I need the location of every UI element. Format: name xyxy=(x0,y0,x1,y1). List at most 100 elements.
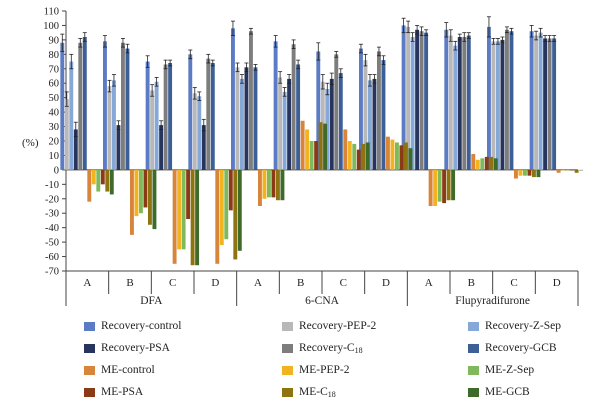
bar xyxy=(154,81,159,170)
bar xyxy=(496,41,500,170)
bar xyxy=(442,169,447,204)
bar xyxy=(219,169,224,245)
bar xyxy=(444,29,449,170)
bar xyxy=(145,61,150,170)
x-group-label: 6-CNA xyxy=(305,295,340,307)
y-tick-label: 0 xyxy=(54,165,59,176)
x-tick-label: B xyxy=(468,277,475,289)
bar xyxy=(406,26,411,170)
legend-label: Recovery-control xyxy=(101,320,182,332)
bar xyxy=(152,169,157,230)
bar xyxy=(287,78,292,170)
bar xyxy=(556,169,561,173)
legend-swatch xyxy=(84,387,95,397)
bar xyxy=(500,39,505,170)
x-tick-label: D xyxy=(553,277,561,289)
y-tick-label: 110 xyxy=(44,7,59,18)
bar xyxy=(404,142,408,170)
bar xyxy=(424,32,429,170)
y-tick-label: 10 xyxy=(49,151,60,162)
legend-swatch xyxy=(468,387,479,397)
bar xyxy=(139,169,143,214)
bar xyxy=(206,58,211,170)
legend-label: ME-PEP-2 xyxy=(299,364,350,376)
bar xyxy=(363,60,368,170)
bar xyxy=(509,31,514,170)
bar xyxy=(475,159,480,170)
legend-item: Recovery-GCB xyxy=(468,340,557,356)
bar xyxy=(428,169,433,206)
bar xyxy=(334,54,339,170)
legend-item: ME-Z-Sep xyxy=(468,362,534,378)
y-tick-label: 30 xyxy=(49,122,60,133)
bar xyxy=(361,143,366,170)
bar xyxy=(365,142,370,170)
bar xyxy=(523,169,527,176)
bar xyxy=(107,86,112,170)
legend-label: Recovery-C18 xyxy=(299,341,363,355)
bar xyxy=(130,169,134,235)
bar xyxy=(347,141,352,170)
bar xyxy=(386,136,390,170)
bar xyxy=(233,169,238,260)
bar xyxy=(359,48,363,170)
x-tick-label: B xyxy=(297,277,304,289)
bar xyxy=(100,169,105,185)
bar xyxy=(148,169,152,225)
y-tick-label: 50 xyxy=(49,93,60,104)
bar xyxy=(271,169,276,198)
bar xyxy=(574,169,579,173)
bar xyxy=(314,141,319,170)
bar xyxy=(518,169,523,176)
bar xyxy=(240,78,244,170)
bar xyxy=(201,125,206,170)
bar xyxy=(267,169,271,198)
bar xyxy=(197,96,202,170)
bar xyxy=(278,77,283,170)
bar xyxy=(480,158,485,170)
bar xyxy=(338,73,343,170)
bar xyxy=(561,169,566,171)
bar xyxy=(73,129,78,170)
bar xyxy=(466,35,471,170)
bar xyxy=(273,41,278,170)
x-group-label: DFA xyxy=(140,295,163,307)
bar xyxy=(399,145,404,170)
y-tick-label: 90 xyxy=(49,35,60,46)
legend-item: ME-C18 xyxy=(282,384,336,400)
bar xyxy=(390,139,395,170)
bar xyxy=(228,169,233,211)
bar xyxy=(538,32,543,170)
y-axis-label: (%) xyxy=(22,137,39,149)
bar xyxy=(109,169,114,195)
bar xyxy=(296,64,301,170)
bar xyxy=(116,125,121,170)
bar xyxy=(532,169,536,178)
legend-label: ME-Z-Sep xyxy=(485,364,535,376)
bar xyxy=(282,91,287,170)
bar xyxy=(87,169,92,202)
bar xyxy=(410,37,415,170)
bar xyxy=(377,51,381,170)
x-tick-label: A xyxy=(83,277,91,289)
bar xyxy=(305,129,310,170)
bar xyxy=(192,93,197,170)
legend-item: ME-PEP-2 xyxy=(282,362,349,378)
bar xyxy=(181,169,186,250)
bar xyxy=(543,38,548,170)
x-tick-label: C xyxy=(169,277,176,289)
y-tick-label: -10 xyxy=(45,180,59,191)
legend-swatch xyxy=(282,343,293,353)
bar xyxy=(487,26,491,170)
x-tick-label: A xyxy=(254,277,262,289)
bar xyxy=(552,38,557,170)
bar xyxy=(168,63,173,170)
bar xyxy=(489,156,494,170)
bar xyxy=(415,29,420,170)
bar xyxy=(534,35,539,170)
legend-swatch xyxy=(468,321,479,331)
bar xyxy=(352,143,357,170)
legend-item: ME-GCB xyxy=(468,384,530,400)
bar xyxy=(249,31,253,170)
bar xyxy=(579,169,584,171)
